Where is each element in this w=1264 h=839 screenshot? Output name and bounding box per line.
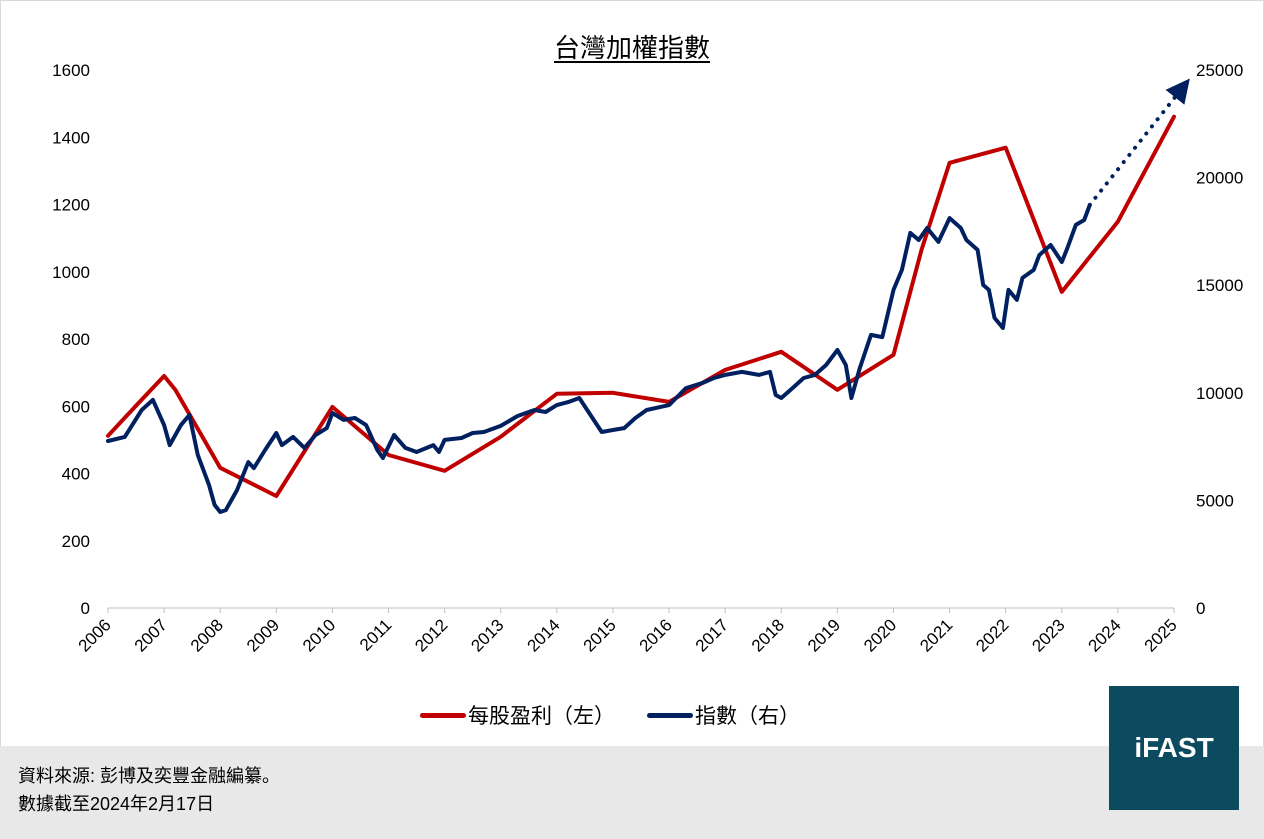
legend-swatch-eps <box>420 712 466 718</box>
source-note: 資料來源: 彭博及奕豐金融編纂。 數據截至2024年2月17日 <box>18 762 280 818</box>
y-right-tick-label: 15000 <box>1196 276 1243 295</box>
index-line <box>106 202 1092 514</box>
legend: 每股盈利（左） 指數（右） <box>420 700 800 730</box>
x-tick-label: 2021 <box>916 615 956 655</box>
legend-eps: 每股盈利（左） <box>420 700 615 730</box>
y-left-tick-label: 1000 <box>52 263 90 282</box>
x-tick-label: 2023 <box>1028 615 1068 655</box>
legend-label-eps: 每股盈利（左） <box>468 705 615 728</box>
x-tick-label: 2006 <box>75 615 115 655</box>
x-tick-label: 2020 <box>860 615 900 655</box>
y-right-tick-label: 0 <box>1196 599 1205 618</box>
x-tick-label: 2011 <box>356 615 395 654</box>
chart-plot: 2006 2007 2008 2009 2010 2011 2012 2013 2014 2015… <box>52 61 1243 656</box>
x-tick-label: 2017 <box>692 615 732 655</box>
legend-label-index: 指數（右） <box>695 705 800 728</box>
y-right-tick-label: 20000 <box>1196 169 1243 188</box>
y-right-tick-label: 5000 <box>1196 491 1234 510</box>
x-tick-label: 2024 <box>1085 615 1125 655</box>
x-tick-label: 2012 <box>411 615 451 655</box>
source-text: 資料來源: 彭博及奕豐金融編纂。 <box>18 766 281 786</box>
date-text: 數據截至2024年2月17日 <box>18 794 215 814</box>
x-tick-label: 2010 <box>299 615 339 655</box>
x-tick-label: 2007 <box>131 615 171 655</box>
x-tick-label: 2025 <box>1141 615 1181 655</box>
y-left-tick-label: 800 <box>62 330 90 349</box>
x-tick-label: 2019 <box>804 615 844 655</box>
x-tick-label: 2013 <box>467 615 507 655</box>
x-tick-label: 2014 <box>523 615 563 655</box>
index-projection-arrow <box>1087 78 1190 207</box>
y-left-tick-label: 1200 <box>52 196 90 215</box>
x-tick-label: 2016 <box>636 615 676 655</box>
x-tick-label: 2022 <box>972 615 1012 655</box>
legend-index: 指數（右） <box>647 700 800 730</box>
y-left-tick-label: 1600 <box>52 61 90 80</box>
y-left-tick-label: 600 <box>62 397 90 416</box>
footer-band <box>0 746 1264 839</box>
x-tick-label: 2009 <box>243 615 283 655</box>
x-tick-label: 2015 <box>580 615 620 655</box>
ifast-logo: iFAST <box>1109 686 1239 810</box>
y-left-tick-label: 200 <box>62 532 90 551</box>
legend-swatch-index <box>647 712 693 718</box>
y-left-tick-label: 1400 <box>52 128 90 147</box>
chart-title: 台灣加權指數 <box>553 33 710 63</box>
y-left-tick-label: 0 <box>81 599 90 618</box>
x-tick-label: 2018 <box>748 615 788 655</box>
eps-line <box>106 114 1176 498</box>
x-tick-label: 2008 <box>187 615 227 655</box>
y-left-tick-label: 400 <box>62 465 90 484</box>
y-right-tick-label: 25000 <box>1196 61 1243 80</box>
y-right-tick-label: 10000 <box>1196 384 1243 403</box>
